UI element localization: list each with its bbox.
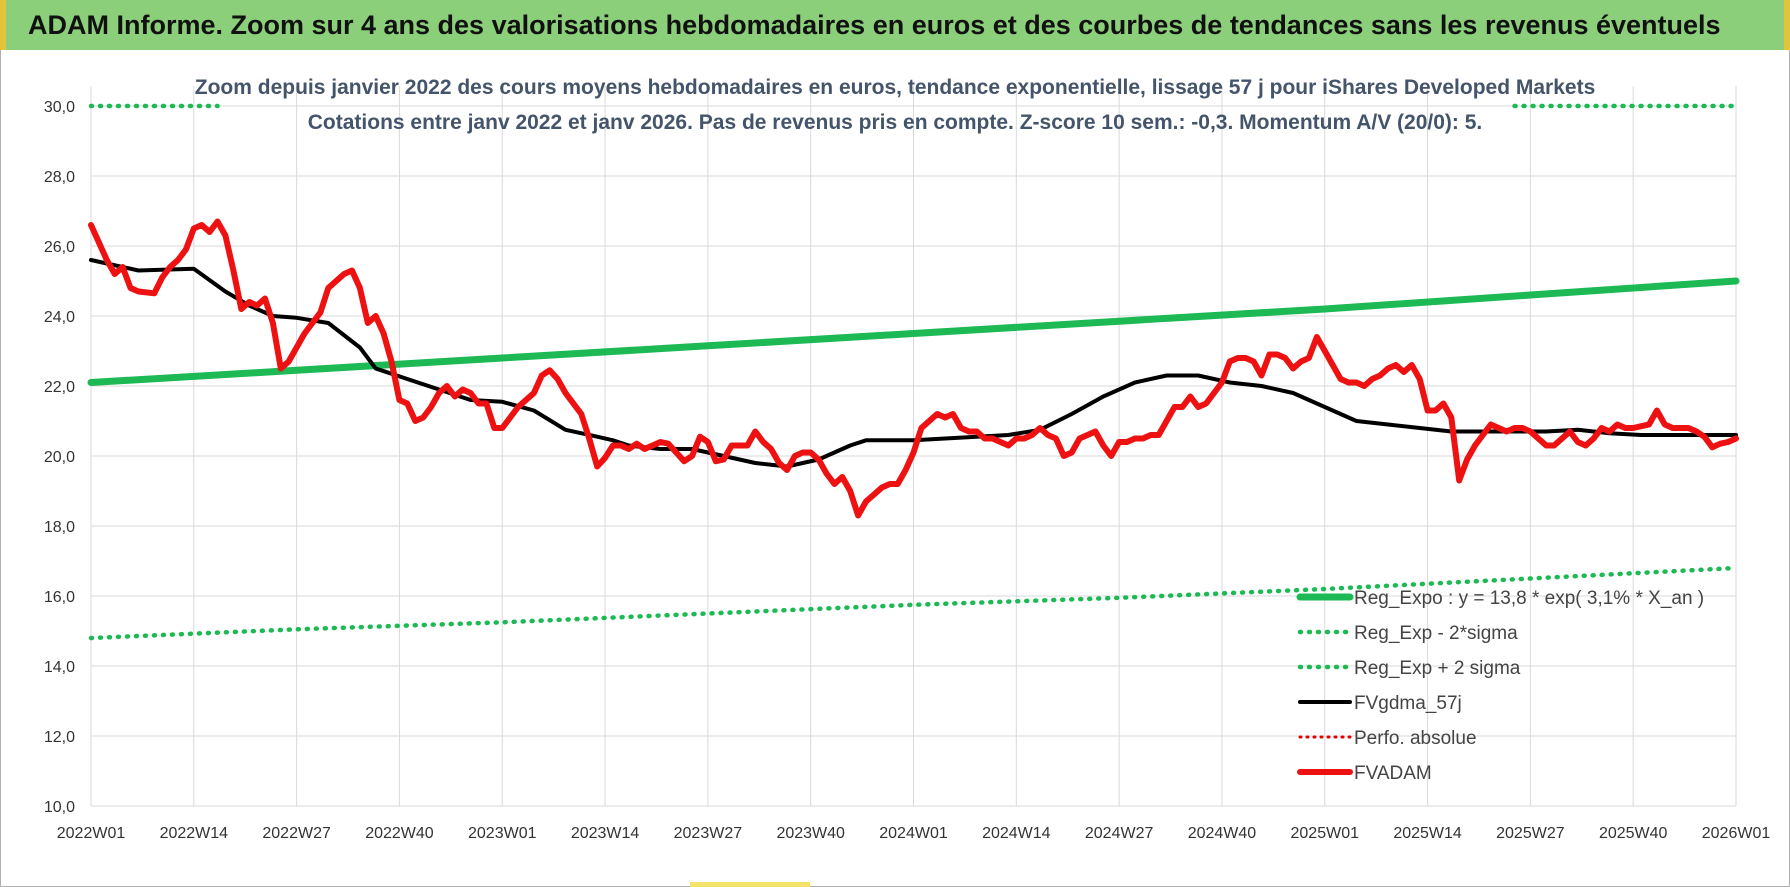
chart-series [87,103,1740,641]
y-tick-label: 12,0 [44,729,75,746]
x-tick-label: 2025W01 [1291,825,1360,842]
legend-label: FVgdma_57j [1354,693,1462,714]
x-tick-label: 2024W27 [1085,825,1154,842]
x-axis-ticks: 2022W01 2022W14 2022W27 2022W40 2023W01 2023W… [57,825,1771,842]
legend-label: FVADAM [1354,763,1432,784]
x-tick-label: 2022W27 [262,825,331,842]
x-tick-label: 2024W40 [1188,825,1257,842]
chart-subtitle: Cotations entre janv 2022 et janv 2026. … [308,111,1482,134]
page-title: ADAM Informe. Zoom sur 4 ans des valoris… [28,10,1721,40]
x-tick-label: 2023W14 [571,825,640,842]
y-tick-label: 18,0 [44,519,75,536]
chart-legend: Reg_Expo : y = 13,8 * exp( 3,1% * X_an )… [1296,588,1704,784]
series-fvadam [88,218,1739,519]
x-tick-label: 2022W01 [57,825,126,842]
y-tick-label: 10,0 [44,799,75,816]
x-tick-label: 2025W14 [1393,825,1462,842]
y-tick-label: 20,0 [44,449,75,466]
x-tick-label: 2026W01 [1702,825,1771,842]
x-tick-label: 2023W40 [776,825,845,842]
series-reg-expo [87,277,1740,386]
legend-label: Reg_Exp - 2*sigma [1354,623,1518,644]
header-accent-left [0,0,6,50]
legend-label: Reg_Expo : y = 13,8 * exp( 3,1% * X_an ) [1354,588,1704,609]
x-tick-label: 2023W27 [674,825,743,842]
x-tick-label: 2024W01 [879,825,948,842]
legend-label: Perfo. absolue [1354,728,1477,749]
y-tick-label: 24,0 [44,309,75,326]
y-tick-label: 30,0 [44,99,75,116]
x-tick-label: 2024W14 [982,825,1051,842]
chart-title: Zoom depuis janvier 2022 des cours moyen… [195,76,1596,99]
y-tick-label: 16,0 [44,589,75,606]
y-tick-label: 28,0 [44,169,75,186]
y-tick-label: 22,0 [44,379,75,396]
x-tick-label: 2022W40 [365,825,434,842]
page-header: ADAM Informe. Zoom sur 4 ans des valoris… [0,0,1790,50]
y-tick-label: 14,0 [44,659,75,676]
x-tick-label: 2025W40 [1599,825,1668,842]
header-accent-right [1784,0,1790,50]
x-tick-label: 2022W14 [160,825,229,842]
bottom-accent [690,882,810,887]
legend-label: Reg_Exp + 2 sigma [1354,658,1521,679]
x-tick-label: 2023W01 [468,825,537,842]
x-tick-label: 2025W27 [1496,825,1565,842]
y-tick-label: 26,0 [44,239,75,256]
y-axis-ticks: 30,0 28,0 26,0 24,0 22,0 20,0 18,0 16,0 14,0 12,0… [44,99,75,816]
